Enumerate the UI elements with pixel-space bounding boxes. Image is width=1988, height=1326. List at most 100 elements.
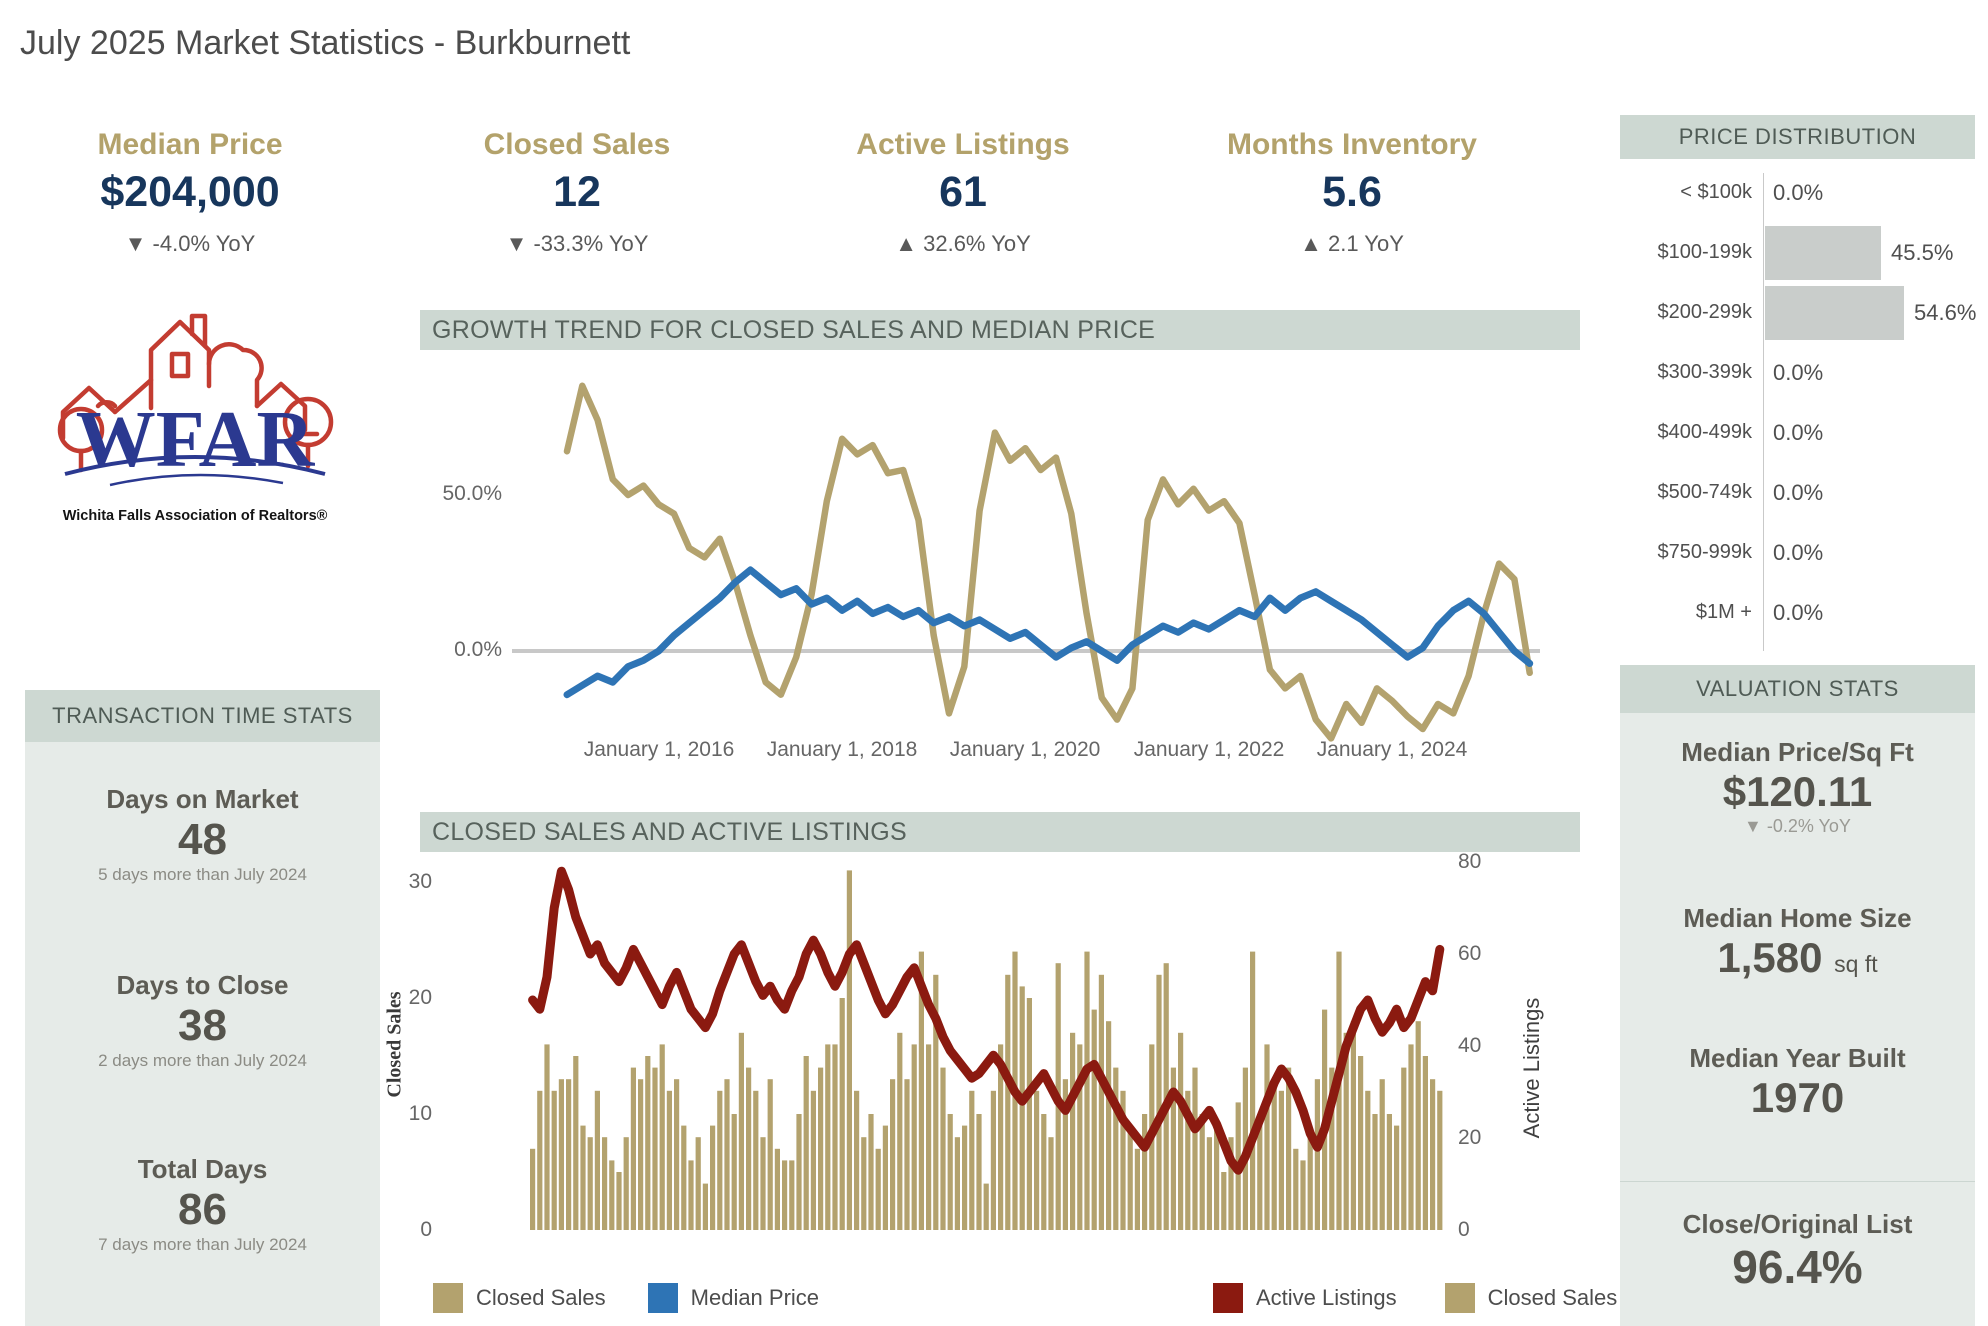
closed-sales-bar [1005,974,1011,1230]
stat-value: 48 [178,815,227,864]
growth-trend-x-axis: January 1, 2016 January 1, 2018 January 1,… [420,738,1580,768]
closed-sales-bar [1437,1090,1443,1230]
closed-sales-bar [1278,1090,1284,1230]
distribution-bar [1765,226,1881,280]
stat-days-to-close: Days to Close 38 2 days more than July 2… [25,970,380,1071]
stat-label: Days on Market [106,784,299,814]
transaction-time-header: TRANSACTION TIME STATS [25,690,380,742]
stat-home-size: Median Home Size 1,580 sq ft [1620,903,1975,982]
stat-note: 5 days more than July 2024 [98,865,307,884]
left-tick-label: 0 [420,1218,432,1241]
closed-sales-bar [702,1183,708,1230]
stat-year-built: Median Year Built 1970 [1620,1043,1975,1122]
distribution-category-label: $400-499k [1657,421,1752,443]
distribution-value-label: 0.0% [1773,600,1824,625]
closed-sales-bar [983,1183,989,1230]
closed-sales-bar [1379,1079,1385,1230]
closed-sales-bar [558,1079,564,1230]
closed-sales-bar [695,1137,701,1230]
closed-sales-bar [990,1090,996,1230]
wfar-logo: WFAR Wichita Falls Association of Realto… [55,288,335,568]
kpi-median-price: Median Price $204,000 ▼ -4.0% YoY [10,128,370,257]
legend-entry: Active Listings [1213,1283,1397,1313]
closed-sales-bar [911,1044,917,1230]
stat-label: Close/Original List [1682,1209,1913,1239]
closed-sales-bar [839,998,845,1230]
distribution-category-label: $200-299k [1657,301,1752,323]
closed-sales-bar [1098,974,1104,1230]
closed-sales-bar [1156,974,1162,1230]
closed-sales-bar [825,1044,831,1230]
distribution-value-label: 45.5% [1891,240,1954,265]
legend-label: Closed Sales [476,1285,606,1310]
closed-sales-bar [544,1044,550,1230]
closed-sales-bar [875,1148,881,1230]
closed-sales-bar [1178,1032,1184,1230]
closed-sales-bar [854,1090,860,1230]
sales-listings-title: CLOSED SALES AND ACTIVE LISTINGS [420,812,1580,852]
closed-sales-bar [1206,1137,1212,1230]
sales-listings-chart: Closed Sales Active Listings 0 10 20 30 0 20 4… [380,850,1580,1245]
closed-sales-bar [918,951,924,1230]
closed-sales-bar [1394,1125,1400,1230]
distribution-category-label: $750-999k [1657,541,1752,563]
closed-sales-bar [587,1137,593,1230]
kpi-active-listings: Active Listings 61 ▲ 32.6% YoY [783,128,1143,257]
closed-sales-bar [710,1125,716,1230]
legend-entry: Closed Sales [433,1283,606,1313]
closed-sales-bar [954,1137,960,1230]
distribution-value-label: 54.6% [1914,300,1977,325]
growth-trend-title: GROWTH TREND FOR CLOSED SALES AND MEDIAN… [420,310,1580,350]
left-tick-label: 30 [408,870,432,893]
logo-swoosh [64,455,326,487]
closed-sales-bar [1113,1067,1119,1230]
closed-sales-bar [616,1172,622,1230]
closed-sales-bar [789,1160,795,1230]
growth-trend-chart: 50.0% 0.0% [420,350,1580,750]
closed-sales-bar [681,1125,687,1230]
closed-sales-bar [926,1044,932,1230]
closed-sales-bar [551,1090,557,1230]
kpi-label: Median Price [97,128,283,161]
closed-sales-bar [566,1079,572,1230]
sales-listings-legend: Active Listings Closed Sales [1213,1283,1617,1313]
closed-sales-bar [940,1067,946,1230]
x-tick-label: January 1, 2020 [949,738,1101,761]
closed-sales-bar [1062,1079,1068,1230]
kpi-delta: ▼ -4.0% YoY [124,231,256,256]
x-tick-label: January 1, 2018 [766,738,918,761]
closed-sales-bar [868,1114,874,1230]
kpi-label: Active Listings [856,128,1070,161]
closed-sales-bar [1329,1067,1335,1230]
home-size-number: 1,580 [1717,934,1823,981]
closed-sales-bar [890,1079,896,1230]
closed-sales-bar [760,1137,766,1230]
price-distribution-header: PRICE DISTRIBUTION [1620,115,1975,159]
stat-label: Total Days [137,1154,268,1184]
price-distribution-chart: < $100k 0.0% $100-199k 45.5% $200-299k 54.6% $… [1620,159,1977,659]
closed-sales-bar [1214,1125,1220,1230]
right-tick-label: 60 [1458,942,1482,965]
closed-sales-bar [846,870,852,1230]
distribution-category-label: < $100k [1680,181,1752,203]
valuation-body: Median Price/Sq Ft $120.11 ▼ -0.2% YoY M… [1620,713,1975,1326]
right-tick-label: 0 [1458,1218,1470,1241]
legend-label: Median Price [690,1285,820,1310]
transaction-time-panel: TRANSACTION TIME STATS Days on Market 48… [25,690,380,1326]
home-size-suffix: sq ft [1834,951,1878,977]
price-distribution-panel: PRICE DISTRIBUTION < $100k 0.0% $100-199k 4… [1620,115,1977,660]
kpi-value: 61 [939,168,987,216]
closed-sales-bar [1170,1067,1176,1230]
stat-close-list: Close/Original List 96.4% [1620,1209,1975,1294]
right-tick-label: 20 [1458,1126,1482,1149]
stat-value: 96.4% [1732,1241,1863,1293]
stat-price-per-sqft: Median Price/Sq Ft $120.11 ▼ -0.2% YoY [1620,737,1975,837]
legend-swatch [647,1283,678,1313]
closed-sales-bar [1350,1021,1356,1230]
distribution-value-label: 0.0% [1773,480,1824,505]
closed-sales-bar [969,1090,975,1230]
closed-sales-bar [1271,1079,1277,1230]
closed-sales-bar [962,1125,968,1230]
x-tick-label: January 1, 2016 [583,738,735,761]
active-listings-line [528,866,1445,1175]
